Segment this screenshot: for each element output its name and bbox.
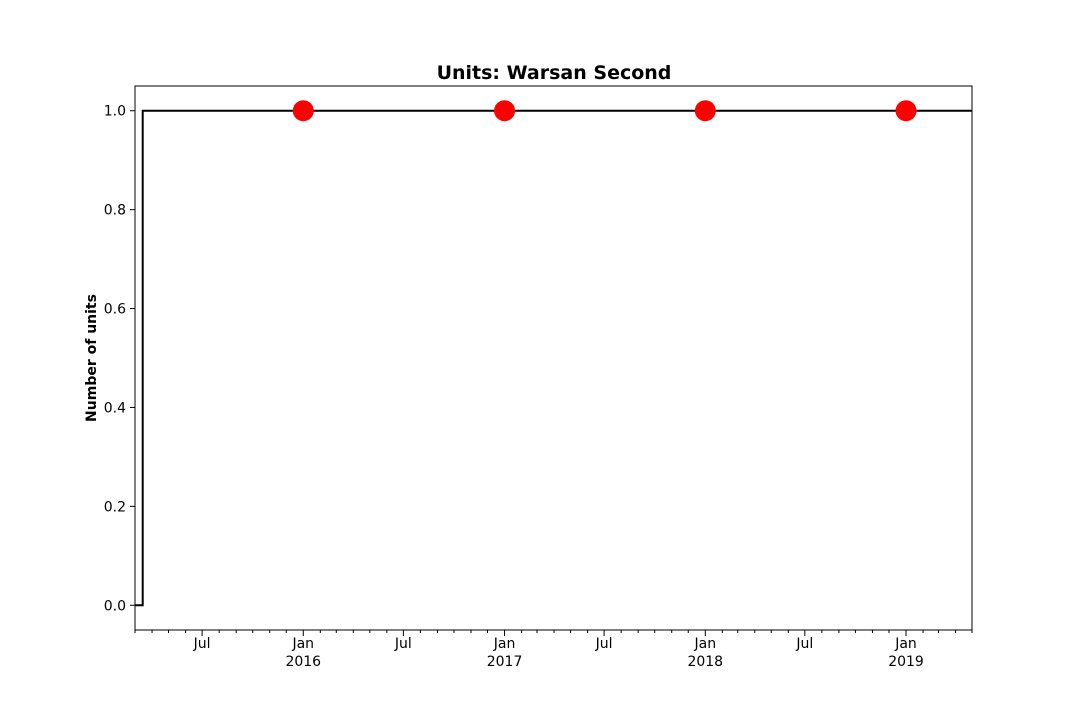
y-axis-label: Number of units [84, 294, 100, 422]
x-tick-year-label: 2016 [285, 654, 321, 670]
x-tick-label: Jan [291, 636, 314, 652]
x-tick-label: Jul [193, 636, 211, 652]
x-tick-year-label: 2017 [487, 654, 523, 670]
tick-group: 0.0 0.2 0.4 0.6 0.8 1.0 Jul Jan 2016 Jul Jan 2017 Ju… [104, 104, 973, 670]
data-point-marker [895, 100, 917, 122]
y-tick-label: 0.6 [104, 302, 126, 318]
data-point-marker [494, 100, 516, 122]
axes [134, 85, 973, 631]
data-point-marker [292, 100, 314, 122]
x-tick-label: Jan [693, 636, 716, 652]
y-tick-label: 1.0 [104, 104, 126, 120]
x-tick-label: Jan [493, 636, 516, 652]
data-point-marker [694, 100, 716, 122]
x-tick-label: Jul [795, 636, 813, 652]
x-tick-year-label: 2019 [888, 654, 924, 670]
marker-group [292, 100, 917, 122]
plot-area [135, 109, 972, 607]
axes-frame [134, 85, 973, 631]
x-tick-label: Jan [894, 636, 917, 652]
y-tick-label: 0.2 [104, 499, 126, 515]
x-tick-label: Jul [394, 636, 412, 652]
y-tick-label: 0.0 [104, 598, 126, 614]
x-tick-label: Jul [595, 636, 613, 652]
chart-title: Units: Warsan Second [437, 62, 672, 84]
y-tick-label: 0.4 [104, 400, 126, 416]
y-tick-label: 0.8 [104, 203, 126, 219]
x-tick-year-label: 2018 [687, 654, 723, 670]
series-line [135, 109, 972, 607]
